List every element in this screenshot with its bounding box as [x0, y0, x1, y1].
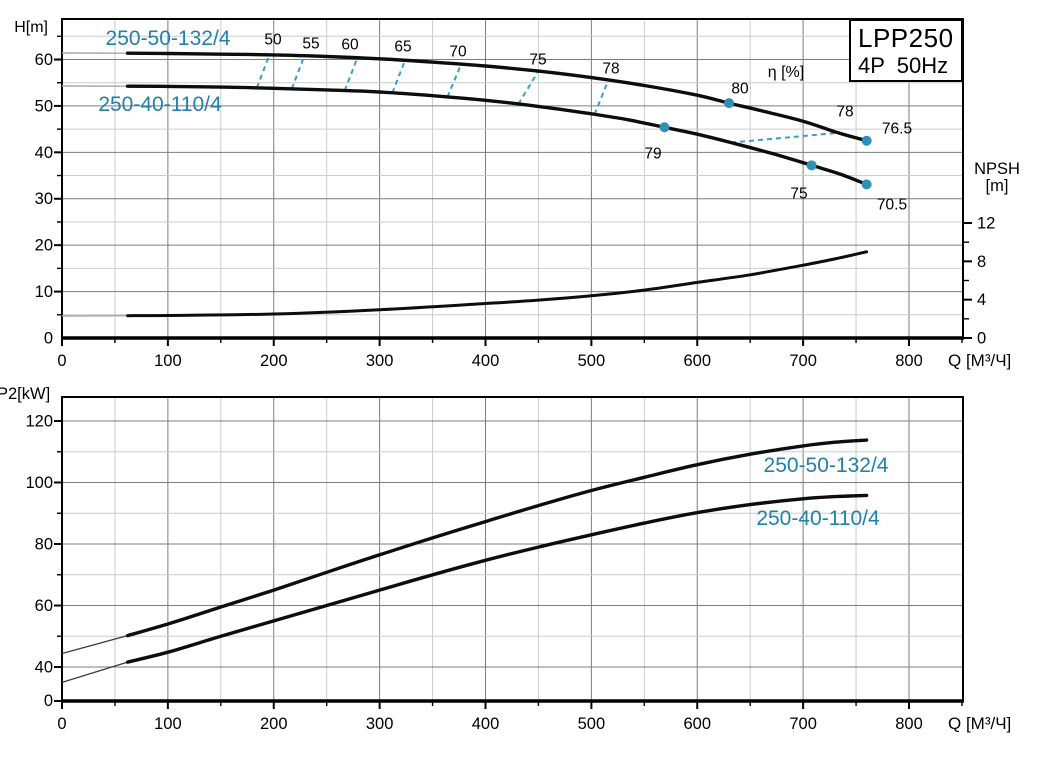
efficiency-point	[861, 179, 872, 190]
y-tick-label: 0	[44, 330, 53, 348]
efficiency-tie-line	[446, 63, 463, 98]
y-tick-label: 100	[25, 474, 53, 492]
series-label: 250-50-132/4	[106, 27, 231, 50]
efficiency-point-label: 75	[790, 186, 807, 203]
efficiency-point	[724, 98, 735, 109]
x-tick-label: 300	[366, 715, 394, 733]
axis-ticks: 0 100 200 300 400 500 600 700 800	[54, 35, 972, 370]
x-tick-label: 800	[895, 352, 923, 370]
x-tick-label: 400	[472, 352, 500, 370]
y-tick-label: 40	[35, 659, 53, 677]
x-tick-label: 600	[683, 715, 711, 733]
series-label: 250-40-110/4	[756, 507, 880, 530]
y2-tick-label: 0	[977, 330, 986, 348]
frame-group	[61, 396, 964, 703]
efficiency-value-label: 65	[394, 39, 411, 56]
y-axis-title: P2[kW]	[0, 385, 50, 403]
curve-lead-in-250-40-110/4	[61, 661, 128, 684]
efficiency-tie-line	[593, 79, 610, 115]
efficiency-point-label: 70.5	[877, 197, 907, 214]
power-curves	[61, 438, 869, 684]
y2-axis-title-units: [m]	[986, 177, 1009, 195]
x-tick-label: 100	[154, 715, 182, 733]
model-spec: 4P 50Hz	[858, 52, 949, 78]
efficiency-value-label: 75	[529, 52, 546, 69]
efficiency-tie-line	[290, 55, 306, 90]
model-name: LPP250	[858, 22, 954, 53]
curve-250-50-132/4	[125, 438, 869, 638]
x-tick-label: 0	[57, 352, 66, 370]
x-tick-label: 700	[789, 715, 817, 733]
efficiency-point	[861, 135, 872, 146]
efficiency-point	[659, 122, 670, 133]
curve-250-40-110/4	[125, 84, 869, 187]
power-chart: 0 100 200 300 400 500 600 700 800 P2[kW] 40 60 80 100…	[0, 385, 1011, 733]
grid	[62, 19, 963, 338]
efficiency-tie-line	[255, 54, 271, 89]
y-tick-label: 20	[35, 237, 53, 255]
efficiency-value-label: 78	[836, 104, 853, 121]
y-tick-label: 80	[35, 536, 53, 554]
head-curves	[61, 51, 869, 318]
efficiency-point	[806, 160, 817, 171]
series-label: 250-40-110/4	[98, 93, 222, 116]
axis-ticks: 0 100 200 300 400 500 600 700 800	[54, 420, 963, 733]
curve-250-50-132/4	[125, 51, 869, 143]
efficiency-tie-line	[731, 131, 839, 144]
x-tick-label: 400	[472, 715, 500, 733]
efficiency-value-label: 78	[602, 61, 619, 78]
y-tick-label: 40	[35, 144, 53, 162]
model-box: LPP250 4P 50Hz	[849, 19, 963, 82]
x-tick-label: 200	[260, 352, 288, 370]
efficiency-tie-line	[391, 59, 406, 94]
x-tick-label: 100	[154, 352, 182, 370]
labels: P2[kW] 40 60 80 100 120 0 Q [М³/Ч] 250-50-132/4 2…	[0, 385, 1011, 733]
x-tick-label: 600	[683, 352, 711, 370]
y-axis-title: H[m]	[14, 19, 48, 36]
y2-tick-label: 8	[977, 253, 986, 271]
efficiency-value-label: 60	[341, 37, 359, 54]
y-tick-label-zero: 0	[44, 692, 53, 710]
x-tick-label: 0	[57, 715, 66, 733]
y-tick-label: 10	[35, 283, 53, 301]
grid	[62, 397, 963, 701]
x-tick-label: 500	[578, 352, 606, 370]
efficiency-point-label: 76.5	[882, 121, 912, 138]
y-tick-label: 30	[35, 190, 53, 208]
efficiency-tie-line	[343, 57, 359, 91]
efficiency-value-label: 55	[302, 36, 319, 53]
head-npsh-chart: 0 100 200 300 400 500 600 700 800H[m]01020304050…	[14, 18, 1020, 370]
series-label: 250-50-132/4	[764, 454, 889, 477]
y-tick-label: 50	[35, 97, 53, 115]
y2-tick-label: 12	[977, 215, 995, 233]
y-tick-label: 60	[35, 597, 53, 615]
efficiency-point-label: 79	[644, 146, 661, 163]
efficiency-axis-label: η [%]	[768, 64, 804, 81]
curve-250-40-110/4	[125, 493, 869, 664]
efficiency-tie-line	[517, 70, 540, 105]
y2-axis-title: NPSH	[974, 160, 1020, 178]
y-tick-label: 120	[25, 413, 53, 431]
y2-tick-label: 4	[977, 291, 986, 309]
x-tick-label: 200	[260, 715, 288, 733]
x-tick-label: 500	[578, 715, 606, 733]
curve-NPSH	[126, 250, 869, 318]
efficiency-points	[659, 98, 872, 190]
frame-group	[61, 18, 964, 340]
x-tick-label: 700	[789, 352, 817, 370]
efficiency-point-label: 80	[731, 81, 749, 98]
x-axis-title: Q [М³/Ч]	[948, 714, 1011, 733]
efficiency-value-label: 70	[449, 44, 467, 61]
x-axis-title: Q [М³/Ч]	[948, 351, 1011, 370]
x-tick-label: 300	[366, 352, 394, 370]
efficiency-value-label: 50	[264, 32, 282, 49]
x-tick-label: 800	[895, 715, 923, 733]
efficiency-tie-lines	[255, 54, 839, 144]
curve-lead-in-250-50-132/4	[61, 634, 128, 655]
y-tick-label: 60	[35, 51, 53, 69]
